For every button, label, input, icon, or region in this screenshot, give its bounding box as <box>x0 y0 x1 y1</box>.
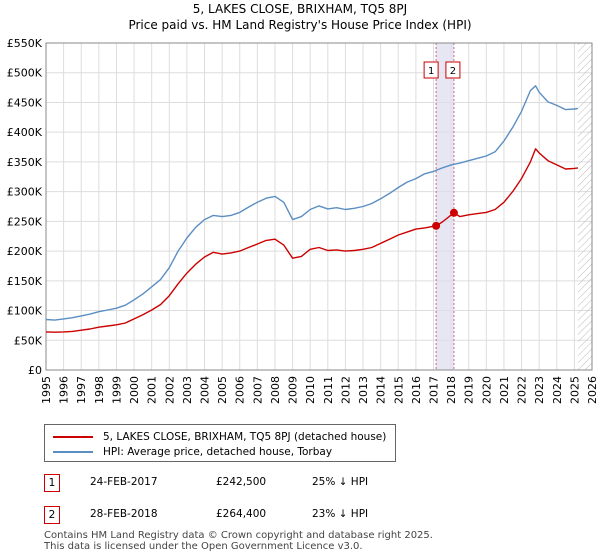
y-tick-label: £200K <box>7 245 43 258</box>
transaction-date: 28-FEB-2018 <box>90 508 158 520</box>
marker-label: 1 <box>428 66 434 77</box>
x-tick-label: 2004 <box>199 376 212 404</box>
x-tick-label: 1999 <box>110 376 123 404</box>
y-tick-label: £50K <box>14 334 43 347</box>
transaction-badge: 2 <box>44 506 60 524</box>
x-tick-label: 2006 <box>234 376 247 404</box>
x-tick-label: 2019 <box>463 376 476 404</box>
footer-line-1: Contains HM Land Registry data © Crown c… <box>44 530 433 541</box>
x-tick-label: 2015 <box>392 376 405 404</box>
x-tick-label: 1995 <box>40 376 53 404</box>
chart-title: 5, LAKES CLOSE, BRIXHAM, TQ5 8PJ <box>192 2 408 16</box>
legend-line-property <box>53 436 93 438</box>
x-tick-label: 2021 <box>498 376 511 404</box>
legend-line-hpi <box>53 451 93 453</box>
marker-label: 2 <box>450 66 456 77</box>
price-chart: 1 2 £0 £50K £100K £150K £200K £250K £300K £350K £4… <box>7 37 599 404</box>
plot-border <box>45 42 593 371</box>
y-tick-label: £300K <box>7 186 43 199</box>
chart-subtitle: Price paid vs. HM Land Registry's House … <box>128 18 472 32</box>
x-tick-label: 2025 <box>568 376 581 404</box>
x-tick-label: 2001 <box>146 376 159 404</box>
y-tick-label: £500K <box>7 67 43 80</box>
x-tick-label: 2002 <box>163 376 176 404</box>
y-tick-label: £450K <box>7 96 43 109</box>
x-tick-label: 1996 <box>58 376 71 404</box>
x-tick-label: 1998 <box>93 376 106 404</box>
x-tick-label: 2024 <box>551 376 564 404</box>
transaction-band <box>436 43 454 370</box>
transaction-date: 24-FEB-2017 <box>90 476 158 488</box>
series-line-hpi <box>45 85 579 321</box>
y-tick-label: £350K <box>7 156 43 169</box>
x-tick-label: 2018 <box>445 376 458 404</box>
x-tick-label: 2020 <box>480 376 493 404</box>
x-tick-label: 2017 <box>427 376 440 404</box>
x-tick-label: 2022 <box>516 376 529 404</box>
transaction-point <box>432 221 441 230</box>
x-tick-label: 2008 <box>269 376 282 404</box>
legend-label-hpi: HPI: Average price, detached house, Torb… <box>103 446 333 458</box>
series-line-property <box>45 148 578 333</box>
legend-label-property: 5, LAKES CLOSE, BRIXHAM, TQ5 8PJ (detach… <box>103 431 387 443</box>
footer-line-2: This data is licensed under the Open Gov… <box>44 541 363 552</box>
transaction-price: £264,400 <box>216 508 267 520</box>
footer-attribution: Contains HM Land Registry data © Crown c… <box>44 530 433 552</box>
y-tick-label: £400K <box>7 126 43 139</box>
x-tick-label: 2023 <box>533 376 546 404</box>
x-tick-label: 2010 <box>304 376 317 404</box>
transaction-hpi-diff: 23% ↓ HPI <box>312 508 369 520</box>
x-tick-label: 2000 <box>128 376 141 404</box>
x-tick-label: 2013 <box>357 376 370 404</box>
marker-label-box <box>423 61 439 79</box>
x-tick-label: 2011 <box>322 376 335 404</box>
x-tick-label: 2014 <box>375 376 388 404</box>
x-tick-label: 2026 <box>586 376 599 404</box>
transaction-row: 1 24-FEB-2017 £242,500 25% ↓ HPI <box>44 474 564 496</box>
x-tick-label: 2005 <box>216 376 229 404</box>
x-tick-label: 2007 <box>251 376 264 404</box>
transaction-row: 2 28-FEB-2018 £264,400 23% ↓ HPI <box>44 506 564 528</box>
x-tick-label: 2016 <box>410 376 423 404</box>
transaction-price: £242,500 <box>216 476 267 488</box>
marker-label-box <box>445 61 461 79</box>
y-tick-label: £250K <box>7 215 43 228</box>
y-tick-label: £150K <box>7 275 43 288</box>
transaction-point <box>449 208 458 217</box>
x-tick-label: 2012 <box>339 376 352 404</box>
forecast-hatch-region <box>577 43 592 370</box>
y-tick-label: £0 <box>28 364 42 377</box>
chart-legend: 5, LAKES CLOSE, BRIXHAM, TQ5 8PJ (detach… <box>44 424 396 462</box>
transaction-badge: 1 <box>44 474 60 492</box>
transaction-hpi-diff: 25% ↓ HPI <box>312 476 369 488</box>
y-tick-label: £550K <box>7 37 43 50</box>
x-tick-label: 2009 <box>287 376 300 404</box>
x-tick-label: 2003 <box>181 376 194 404</box>
x-tick-label: 1997 <box>75 376 88 404</box>
y-tick-label: £100K <box>7 305 43 318</box>
